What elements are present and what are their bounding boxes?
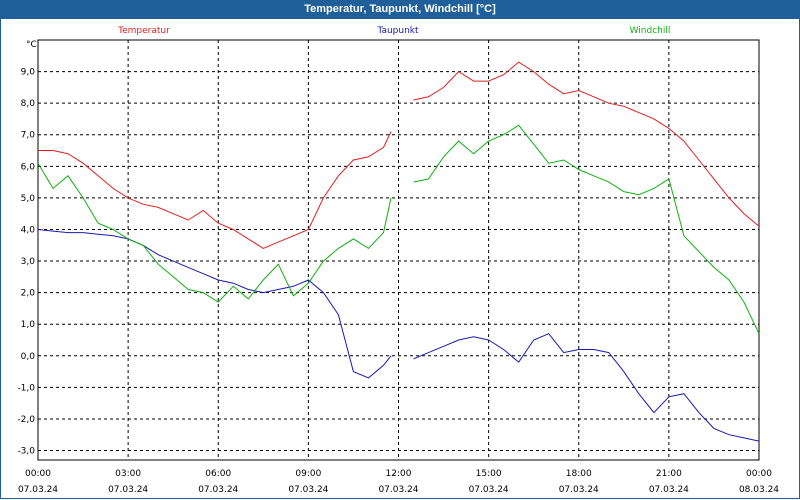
series-line-windchill <box>413 124 760 334</box>
x-tick-time: 00:00 <box>25 469 51 479</box>
series-line-taupunkt <box>37 229 392 379</box>
y-tick-label: 2,0 <box>21 289 36 299</box>
x-tick-date: 07.03.24 <box>108 485 148 495</box>
series-line-windchill <box>37 162 392 303</box>
x-tick-time: 00:00 <box>746 469 772 479</box>
x-tick-time: 18:00 <box>566 469 592 479</box>
x-tick-date: 08.03.24 <box>739 485 779 495</box>
x-tick-labels: 00:00 07.03.24 03:00 07.03.24 06:00 07.03.24 0… <box>18 469 779 495</box>
y-tick-label: -3,0 <box>17 447 35 457</box>
y-unit-label: °C <box>26 40 37 50</box>
series-lines <box>37 61 760 442</box>
legend-temperatur: Temperatur <box>117 26 170 36</box>
y-tick-label: 9,0 <box>21 68 36 78</box>
x-tick-time: 06:00 <box>205 469 231 479</box>
chart-title: Temperatur, Taupunkt, Windchill [°C] <box>0 0 800 19</box>
grid-lines <box>38 40 759 460</box>
y-tick-labels: 9,0 8,0 7,0 6,0 5,0 4,0 3,0 2,0 1,0 0,0 -1,0 -2,0 -3… <box>17 68 35 457</box>
y-tick-label: -1,0 <box>17 383 35 393</box>
y-tick-label: 6,0 <box>21 162 36 172</box>
x-tick-date: 07.03.24 <box>378 485 418 495</box>
y-tick-label: 4,0 <box>21 225 36 235</box>
x-tick-time: 21:00 <box>656 469 682 479</box>
x-tick-date: 07.03.24 <box>288 485 328 495</box>
x-tick-date: 07.03.24 <box>559 485 599 495</box>
y-tick-label: 5,0 <box>21 194 36 204</box>
y-tick-label: 1,0 <box>21 320 36 330</box>
plot-area-border <box>37 39 760 461</box>
x-tick-time: 03:00 <box>115 469 141 479</box>
x-tick-date: 07.03.24 <box>649 485 689 495</box>
x-tick-date: 07.03.24 <box>469 485 509 495</box>
y-tick-label: -2,0 <box>17 415 35 425</box>
x-tick-time: 09:00 <box>295 469 321 479</box>
series-line-temperatur <box>413 61 760 227</box>
x-tick-date: 07.03.24 <box>198 485 238 495</box>
y-tick-label: 8,0 <box>21 99 36 109</box>
y-tick-label: 3,0 <box>21 257 36 267</box>
x-tick-date: 07.03.24 <box>18 485 58 495</box>
legend-windchill: Windchill <box>630 26 671 36</box>
x-tick-time: 15:00 <box>476 469 502 479</box>
series-line-taupunkt <box>413 333 760 442</box>
x-tick-time: 12:00 <box>386 469 412 479</box>
y-tick-label: 0,0 <box>21 352 36 362</box>
y-tick-label: 7,0 <box>21 131 36 141</box>
series-line-temperatur <box>38 131 392 249</box>
legend-taupunkt: Taupunkt <box>376 26 419 36</box>
